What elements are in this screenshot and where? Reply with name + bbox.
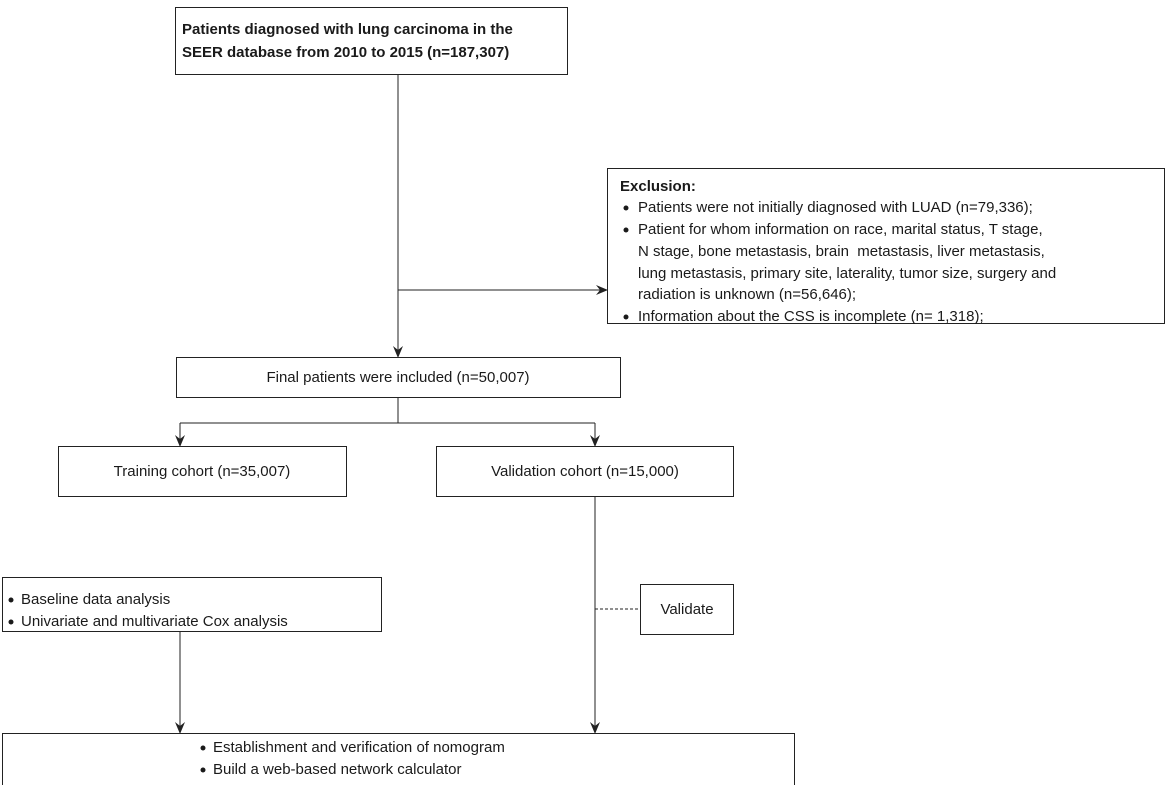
final-box bbox=[176, 357, 621, 398]
analysis-box bbox=[2, 577, 382, 632]
bullet-text: Patient for whom information on race, ma… bbox=[638, 221, 1043, 238]
bullet-text: Establishment and verification of nomogr… bbox=[213, 739, 505, 756]
bullet-text: Information about the CSS is incomplete … bbox=[638, 308, 984, 325]
box-text: SEER database from 2010 to 2015 (n=187,3… bbox=[182, 44, 509, 61]
box-text: Training cohort (n=35,007) bbox=[114, 463, 291, 480]
bullet-text: radiation is unknown (n=56,646); bbox=[638, 286, 856, 303]
validate-box bbox=[640, 584, 734, 635]
box-text: Patients diagnosed with lung carcinoma i… bbox=[182, 21, 513, 38]
box-text: Final patients were included (n=50,007) bbox=[266, 369, 529, 386]
bullet-text: Patients were not initially diagnosed wi… bbox=[638, 199, 1033, 216]
training-box bbox=[58, 446, 347, 497]
bullet-text: Build a web-based network calculator bbox=[213, 761, 461, 778]
bullet-text: Baseline data analysis bbox=[21, 591, 170, 608]
box-text: Validation cohort (n=15,000) bbox=[491, 463, 679, 480]
bullet-text: N stage, bone metastasis, brain metastas… bbox=[638, 243, 1045, 260]
exclusion-box bbox=[607, 168, 1165, 324]
source-box bbox=[175, 7, 568, 75]
bullet bbox=[623, 205, 629, 211]
bullet bbox=[8, 619, 14, 625]
bullet bbox=[8, 597, 14, 603]
validation-box bbox=[436, 446, 734, 497]
box-text: Validate bbox=[660, 601, 713, 618]
bullet-text: lung metastasis, primary site, lateralit… bbox=[638, 265, 1056, 282]
bullet bbox=[623, 314, 629, 320]
outcome-box bbox=[2, 733, 795, 785]
exclusion-heading: Exclusion: bbox=[620, 178, 696, 195]
bullet bbox=[200, 745, 206, 751]
bullet-text: Univariate and multivariate Cox analysis bbox=[21, 613, 288, 630]
bullet bbox=[623, 227, 629, 233]
bullet bbox=[200, 767, 206, 773]
